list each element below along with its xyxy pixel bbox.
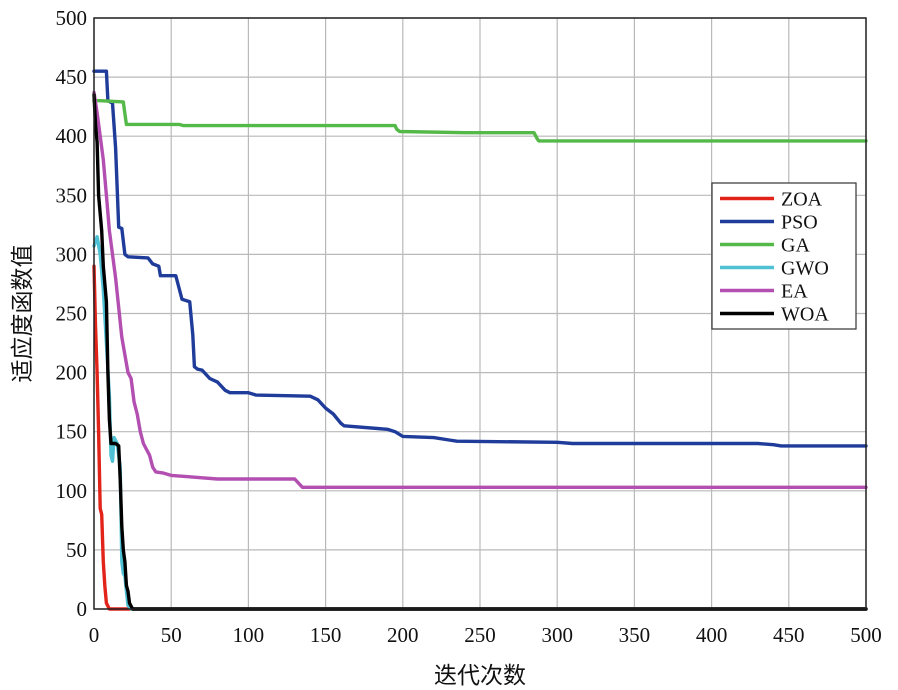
legend-label-pso: PSO: [781, 212, 818, 234]
tick-labels: 0 50 100 150 200 250 300 350 400 450 500 0 50 100 150 2…: [56, 6, 882, 647]
x-tick-label: 50: [161, 623, 182, 647]
legend-label-woa: WOA: [781, 304, 829, 326]
y-tick-label: 400: [56, 124, 88, 148]
x-tick-label: 150: [310, 623, 342, 647]
y-tick-label: 50: [66, 538, 87, 562]
x-tick-label: 250: [464, 623, 496, 647]
x-tick-label: 300: [541, 623, 573, 647]
x-tick-label: 500: [850, 623, 882, 647]
x-tick-label: 200: [387, 623, 419, 647]
y-tick-label: 350: [56, 183, 88, 207]
legend-label-zoa: ZOA: [781, 189, 823, 211]
y-tick-label: 250: [56, 302, 88, 326]
series-line-pso: [92, 69, 868, 448]
y-axis-title: 适应度函数值: [10, 245, 36, 383]
x-axis-title: 迭代次数: [434, 663, 526, 689]
y-tick-label: 300: [56, 242, 88, 266]
legend-label-ga: GA: [781, 235, 810, 257]
x-tick-label: 400: [696, 623, 728, 647]
y-tick-label: 200: [56, 361, 88, 385]
x-tick-label: 100: [233, 623, 265, 647]
series-line-woa: [92, 93, 868, 611]
y-tick-label: 450: [56, 65, 88, 89]
legend-label-gwo: GWO: [781, 258, 829, 280]
y-tick-label: 0: [77, 597, 88, 621]
series-line-ea: [92, 90, 868, 489]
x-tick-label: 350: [619, 623, 651, 647]
y-tick-label: 500: [56, 6, 88, 30]
y-tick-label: 150: [56, 420, 88, 444]
legend-label-ea: EA: [781, 281, 808, 303]
legend-box: [711, 182, 857, 330]
series-line-zoa: [92, 264, 868, 611]
series-lines: [92, 69, 868, 611]
x-tick-label: 450: [773, 623, 805, 647]
y-tick-label: 100: [56, 479, 88, 503]
plot-frame: [93, 17, 867, 610]
series-line-ga: [92, 99, 868, 143]
x-tick-label: 0: [89, 623, 100, 647]
